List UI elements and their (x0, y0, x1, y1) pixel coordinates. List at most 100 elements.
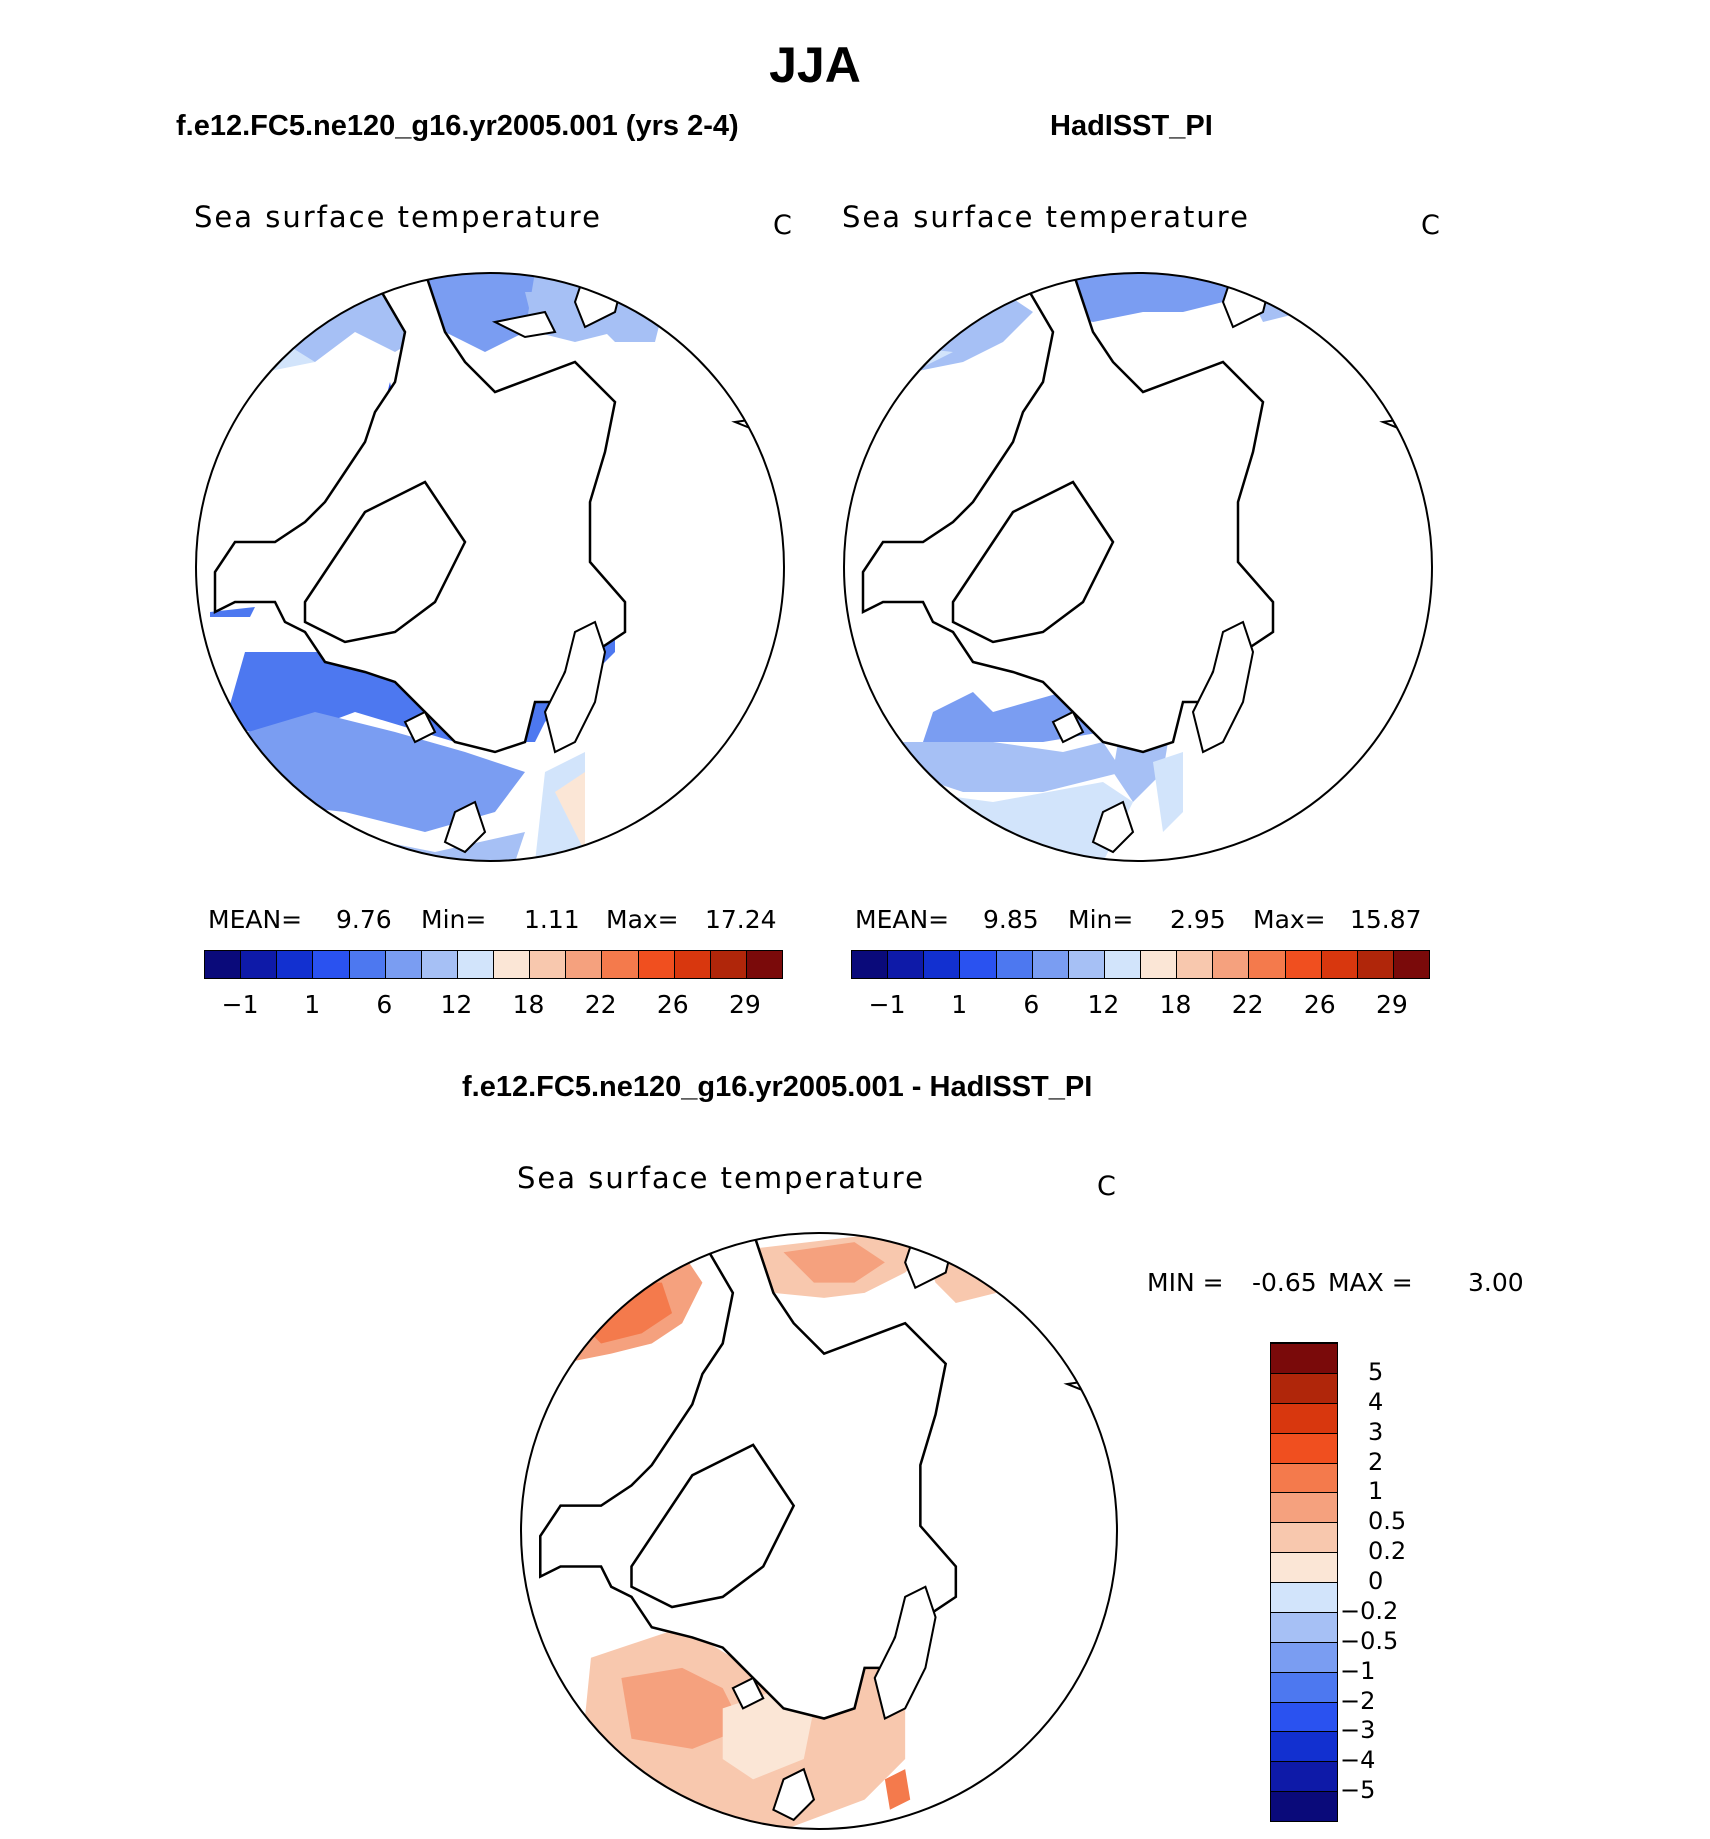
right-max-value: 15.87 (1350, 905, 1422, 934)
colorbar-tick-label: 3 (1368, 1417, 1384, 1446)
colorbar-tick-label: 29 (729, 990, 761, 1019)
colorbar-swatch (1068, 951, 1105, 978)
colorbar-tick-label: −1 (868, 990, 906, 1019)
right-mean-value: 9.85 (983, 905, 1039, 934)
colorbar-swatch (1271, 1701, 1337, 1732)
colorbar-tick-label: 0.2 (1368, 1537, 1407, 1566)
colorbar-tick-label: −5 (1340, 1776, 1376, 1805)
right-mean-label: MEAN= (855, 905, 950, 934)
diff-max-value: 3.00 (1468, 1268, 1524, 1297)
colorbar-swatch (924, 951, 961, 978)
diff-max-label: MAX = (1328, 1268, 1413, 1297)
diff-colorbar (1270, 1342, 1338, 1822)
colorbar-swatch (1141, 951, 1178, 978)
left-max-label: Max= (606, 905, 679, 934)
main-title: JJA (769, 37, 861, 93)
left-mean-value: 9.76 (336, 905, 392, 934)
colorbar-swatch (602, 951, 639, 978)
colorbar-swatch (1213, 951, 1250, 978)
colorbar-tick-label: 6 (1023, 990, 1040, 1019)
colorbar-tick-label: 0 (1368, 1567, 1384, 1595)
colorbar-swatch (1393, 951, 1429, 978)
colorbar-swatch (1271, 1582, 1337, 1612)
diff-min-value: -0.65 (1252, 1268, 1317, 1297)
colorbar-tick-label: 6 (376, 990, 393, 1019)
colorbar-swatch (1249, 951, 1286, 978)
colorbar-tick-label: 2 (1368, 1447, 1384, 1476)
colorbar-tick-label: 5 (1368, 1357, 1384, 1386)
left-panel-title: f.e12.FC5.ne120_g16.yr2005.001 (yrs 2-4) (176, 110, 739, 142)
left-min-value: 1.11 (524, 905, 580, 934)
right-colorbar (851, 950, 1430, 979)
colorbar-swatch (1321, 951, 1358, 978)
colorbar-swatch (313, 951, 350, 978)
colorbar-swatch (1177, 951, 1214, 978)
colorbar-tick-label: −4 (1340, 1746, 1376, 1775)
colorbar-tick-label: 18 (512, 990, 545, 1019)
colorbar-tick-label: 12 (1087, 990, 1120, 1019)
right-units-label: C (1421, 210, 1440, 241)
colorbar-swatch (888, 951, 925, 978)
colorbar-tick-label: 0.5 (1368, 1507, 1407, 1536)
colorbar-tick-label: 4 (1368, 1387, 1384, 1416)
diff-min-label: MIN = (1147, 1268, 1224, 1297)
colorbar-swatch (1271, 1402, 1337, 1433)
colorbar-swatch (638, 951, 675, 978)
colorbar-swatch (996, 951, 1033, 978)
colorbar-swatch (1271, 1671, 1337, 1702)
left-colorbar (204, 950, 783, 979)
colorbar-tick-label: −0.5 (1340, 1626, 1399, 1655)
colorbar-tick-label: 1 (951, 990, 968, 1019)
diff-map (520, 1232, 1118, 1830)
colorbar-swatch (1032, 951, 1069, 978)
colorbar-swatch (1271, 1462, 1337, 1493)
diff-colorbar-ticks: −5 −4 −3 −2 −1 −0.5 −0.2 0 0.2 0.5 1 2 3 4 5 (1340, 1342, 1438, 1820)
colorbar-tick-label: 29 (1376, 990, 1408, 1019)
left-mean-label: MEAN= (208, 905, 303, 934)
colorbar-swatch (1357, 951, 1394, 978)
colorbar-swatch (1104, 951, 1141, 978)
colorbar-tick-label: −2 (1340, 1686, 1376, 1715)
colorbar-swatch (1271, 1492, 1337, 1523)
colorbar-swatch (530, 951, 567, 978)
right-min-label: Min= (1068, 905, 1134, 934)
colorbar-swatch (277, 951, 314, 978)
left-units-label: C (773, 210, 792, 241)
colorbar-swatch (1271, 1372, 1337, 1403)
colorbar-tick-label: 26 (656, 990, 689, 1019)
left-colorbar-ticks: −1 1 6 12 18 22 26 29 (204, 990, 781, 1020)
colorbar-tick-label: 1 (1368, 1477, 1384, 1506)
colorbar-tick-label: −1 (221, 990, 259, 1019)
left-variable-label: Sea surface temperature (194, 200, 602, 234)
colorbar-swatch (205, 951, 242, 978)
right-variable-label: Sea surface temperature (842, 200, 1250, 234)
colorbar-swatch (1271, 1432, 1337, 1463)
right-max-label: Max= (1253, 905, 1326, 934)
right-min-value: 2.95 (1170, 905, 1226, 934)
colorbar-swatch (241, 951, 278, 978)
colorbar-swatch (566, 951, 603, 978)
colorbar-swatch (349, 951, 386, 978)
colorbar-swatch (1271, 1791, 1337, 1821)
colorbar-swatch (852, 951, 889, 978)
colorbar-swatch (1271, 1552, 1337, 1582)
colorbar-swatch (457, 951, 494, 978)
diff-panel-title: f.e12.FC5.ne120_g16.yr2005.001 - HadISST… (462, 1071, 1093, 1103)
right-colorbar-ticks: −1 1 6 12 18 22 26 29 (851, 990, 1428, 1020)
colorbar-tick-label: 18 (1159, 990, 1192, 1019)
colorbar-swatch (960, 951, 997, 978)
colorbar-swatch (421, 951, 458, 978)
colorbar-tick-label: 22 (584, 990, 617, 1019)
diff-units-label: C (1097, 1171, 1116, 1202)
left-max-value: 17.24 (705, 905, 777, 934)
colorbar-tick-label: −1 (1340, 1656, 1376, 1685)
right-map (843, 272, 1433, 862)
colorbar-tick-label: −3 (1340, 1716, 1376, 1745)
colorbar-tick-label: 22 (1231, 990, 1264, 1019)
colorbar-swatch (746, 951, 782, 978)
colorbar-swatch (1271, 1522, 1337, 1553)
colorbar-swatch (674, 951, 711, 978)
colorbar-tick-label: 26 (1303, 990, 1336, 1019)
diff-variable-label: Sea surface temperature (517, 1161, 925, 1195)
colorbar-swatch (1271, 1641, 1337, 1672)
